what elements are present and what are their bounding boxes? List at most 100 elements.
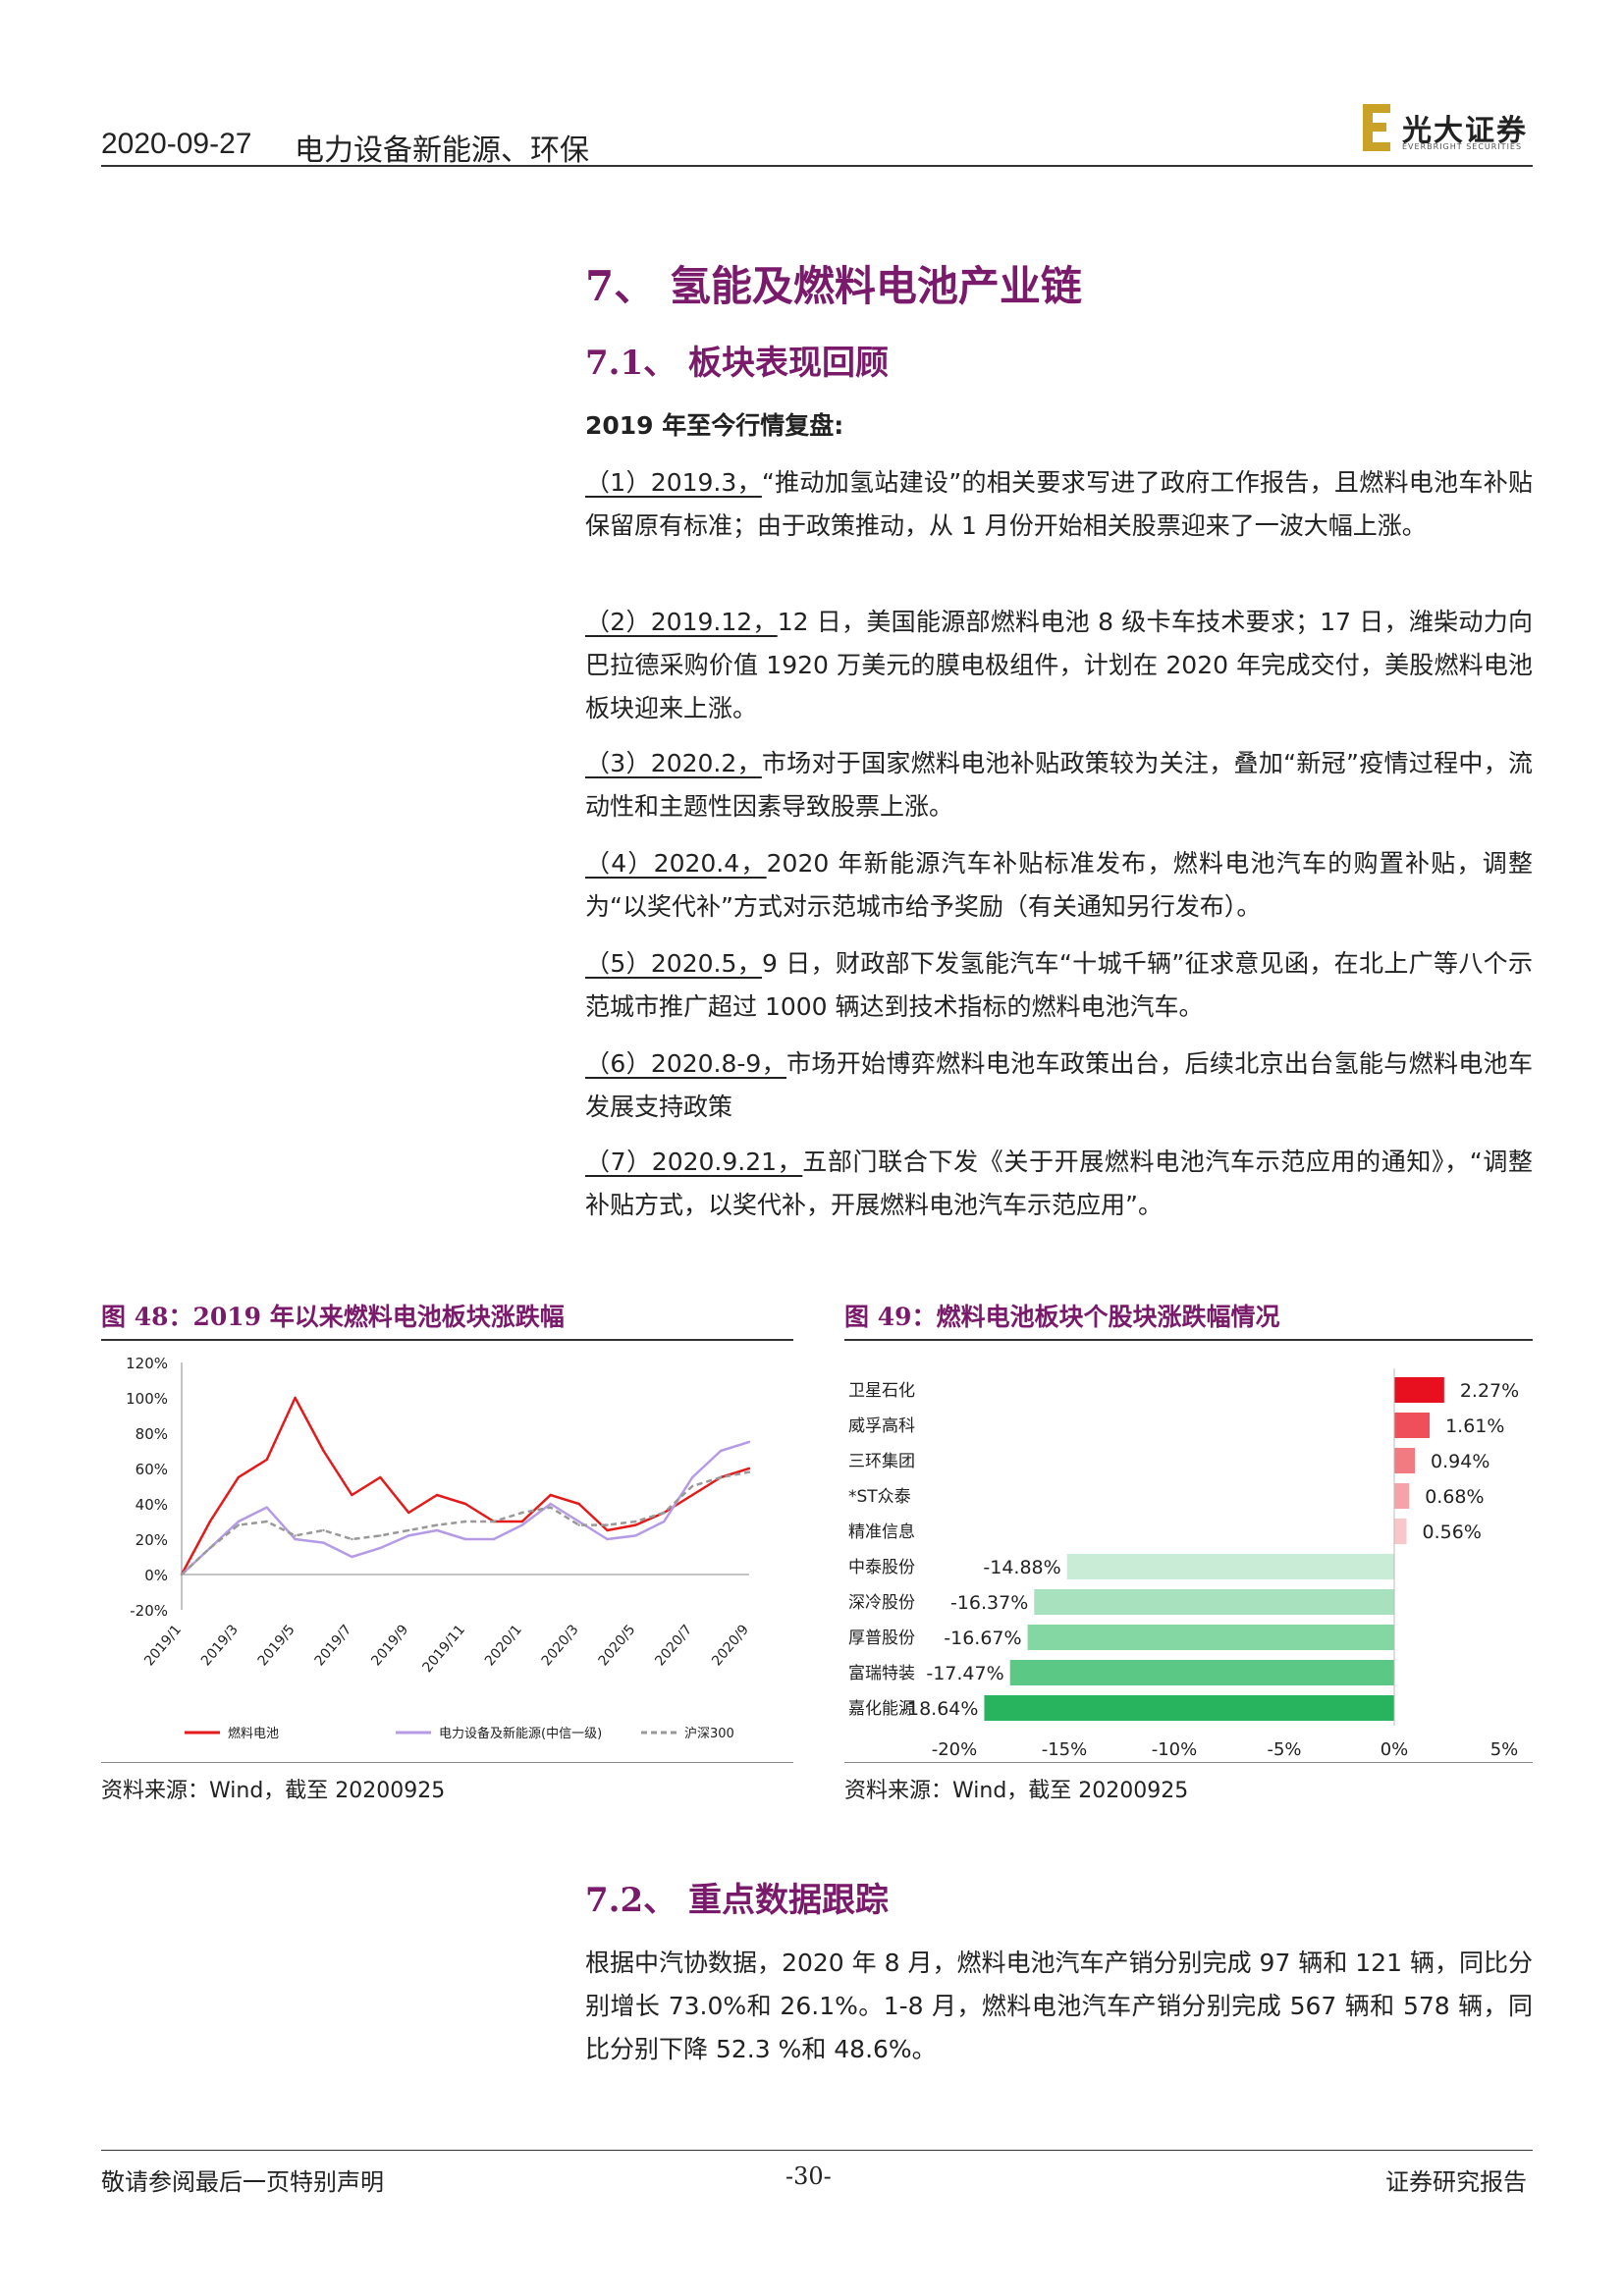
recap-item-text: 9 日，财政部下发氢能汽车“十城千辆”征求意见函，在北上广等八个示范城市推广超过… [585, 949, 1533, 1021]
y-tick-label: 100% [126, 1390, 168, 1408]
logo-name: 光大证券 [1402, 114, 1528, 148]
y-tick-label: 60% [135, 1461, 168, 1478]
category-label: 富瑞特装 [848, 1664, 915, 1683]
recap-item-text: 五部门联合下发《关于开展燃料电池汽车示范应用的通知》，“调整补贴方式，以奖代补，… [585, 1148, 1533, 1219]
x-tick-label: 2019/11 [419, 1622, 468, 1676]
data-point [520, 1520, 523, 1523]
x-tick-label: 2019/3 [198, 1622, 242, 1669]
bar [1394, 1519, 1407, 1544]
recap-item-text: 市场对于国家燃料电池补贴政策较为关注，叠加“新冠”疫情过程中，流动性和主题性因素… [585, 749, 1533, 821]
y-tick-label: 40% [135, 1496, 168, 1514]
legend-label: 燃料电池 [228, 1726, 279, 1741]
legend-label: 沪深300 [684, 1726, 734, 1741]
data-point [463, 1502, 467, 1506]
recap-item-lead: （3）2020.2， [585, 749, 762, 777]
recap-item-text: “推动加氢站建设”的相关要求写进了政府工作报告，且燃料电池车补贴保留原有标准；由… [585, 468, 1533, 540]
bar [1394, 1377, 1444, 1403]
footer-report-type: 证券研究报告 [1385, 2168, 1527, 2196]
data-label: -17.47% [926, 1663, 1003, 1684]
data-label: -18.64% [900, 1698, 978, 1720]
logo-mark-icon [1363, 104, 1390, 151]
category-label: 中泰股份 [848, 1558, 915, 1577]
bar [1394, 1448, 1416, 1473]
recap-item-4: （4）2020.4，2020 年新能源汽车补贴标准发布，燃料电池汽车的购置补贴，… [585, 842, 1533, 929]
bar [1034, 1589, 1394, 1615]
data-point [351, 1493, 353, 1497]
data-label: -16.37% [950, 1592, 1028, 1614]
data-point [237, 1523, 240, 1526]
data-label: 0.56% [1423, 1522, 1482, 1543]
figure-48-title: 图 48：2019 年以来燃料电池板块涨跌幅 [101, 1303, 565, 1331]
data-point [691, 1484, 694, 1488]
recap-item-text: 市场开始博弈燃料电池车政策出台，后续北京出台氢能与燃料电池车发展支持政策 [585, 1049, 1533, 1121]
data-point [379, 1475, 382, 1479]
data-point [606, 1523, 609, 1526]
data-point [719, 1475, 723, 1479]
figure-49-divider [844, 1339, 1533, 1341]
data-point [634, 1534, 637, 1537]
data-point [577, 1502, 580, 1506]
data-point [719, 1449, 723, 1453]
data-point [634, 1523, 637, 1526]
recap-item-6: （6）2020.8-9，市场开始博弈燃料电池车政策出台，后续北京出台氢能与燃料电… [585, 1042, 1533, 1129]
section-7-2-title: 7.2、 重点数据跟踪 [585, 1881, 889, 1920]
data-point [747, 1440, 751, 1444]
data-point [208, 1520, 212, 1523]
data-point [407, 1534, 410, 1537]
category-label: 厚普股份 [848, 1629, 915, 1648]
footer-divider [101, 2150, 1533, 2151]
data-point [208, 1546, 212, 1550]
data-point [265, 1506, 268, 1509]
recap-item-3: （3）2020.2，市场对于国家燃料电池补贴政策较为关注，叠加“新冠”疫情过程中… [585, 742, 1533, 828]
recap-item-lead: （7）2020.9.21， [585, 1148, 803, 1176]
section-7-title: 7、 氢能及燃料电池产业链 [585, 262, 1082, 310]
data-point [520, 1511, 523, 1515]
x-tick-label: 2020/5 [596, 1622, 639, 1669]
data-point [577, 1523, 580, 1526]
bar [1027, 1625, 1394, 1650]
category-label: 三环集团 [848, 1452, 915, 1471]
data-point [549, 1493, 552, 1497]
logo-subtitle: EVERBRIGHT SECURITIES [1402, 142, 1523, 151]
data-point [322, 1541, 325, 1544]
legend-label: 电力设备及新能源(中信一级) [439, 1726, 602, 1741]
figure-49-title: 图 49：燃料电池板块个股块涨跌幅情况 [844, 1303, 1280, 1331]
data-point [351, 1555, 353, 1559]
bar [1394, 1413, 1431, 1438]
recap-item-lead: （4）2020.4， [585, 849, 767, 878]
data-point [747, 1467, 751, 1470]
data-point [322, 1528, 325, 1532]
header-date: 2020-09-27 [101, 128, 252, 160]
data-point [322, 1449, 325, 1453]
recap-item-2: （2）2019.12，12 日，美国能源部燃料电池 8 级卡车技术要求；17 日… [585, 601, 1533, 730]
data-label: 0.94% [1431, 1451, 1489, 1472]
data-point [747, 1470, 751, 1473]
data-label: 1.61% [1445, 1415, 1504, 1437]
header-sector: 电力设备新能源、环保 [295, 133, 589, 168]
data-point [407, 1511, 410, 1515]
figure-49-source-divider [844, 1762, 1533, 1763]
data-point [294, 1534, 297, 1537]
x-tick-label: -15% [1042, 1739, 1088, 1760]
recap-item-lead: （1）2019.3， [585, 468, 762, 497]
header-divider [101, 165, 1533, 167]
data-label: 0.68% [1425, 1486, 1484, 1508]
brand-logo [1359, 102, 1536, 157]
data-point [663, 1511, 666, 1515]
data-point [407, 1528, 410, 1532]
data-point [549, 1502, 552, 1506]
data-label: 2.27% [1460, 1380, 1519, 1402]
category-label: *ST众泰 [848, 1487, 911, 1507]
data-point [492, 1520, 496, 1523]
bar [1009, 1660, 1394, 1685]
x-tick-label: 2019/7 [312, 1622, 355, 1669]
bar-chart-fig49: 卫星石化 2.27% 威孚高科 1.61% 三环集团 0.94% *ST众泰 0.68% 精准信… [848, 1368, 1519, 1760]
data-label: -16.67% [944, 1628, 1021, 1649]
data-point [351, 1537, 353, 1541]
y-tick-label: 20% [135, 1531, 168, 1549]
x-tick-label: 2019/1 [141, 1622, 185, 1669]
y-tick-label: -20% [130, 1602, 168, 1620]
recap-title: 2019 年至今行情复盘: [585, 411, 844, 440]
line-chart-fig48: 120% 100% 80% 60% 40% 20% 0% -20% 2019/1 2019/3 20… [126, 1355, 752, 1741]
data-point [634, 1520, 637, 1523]
